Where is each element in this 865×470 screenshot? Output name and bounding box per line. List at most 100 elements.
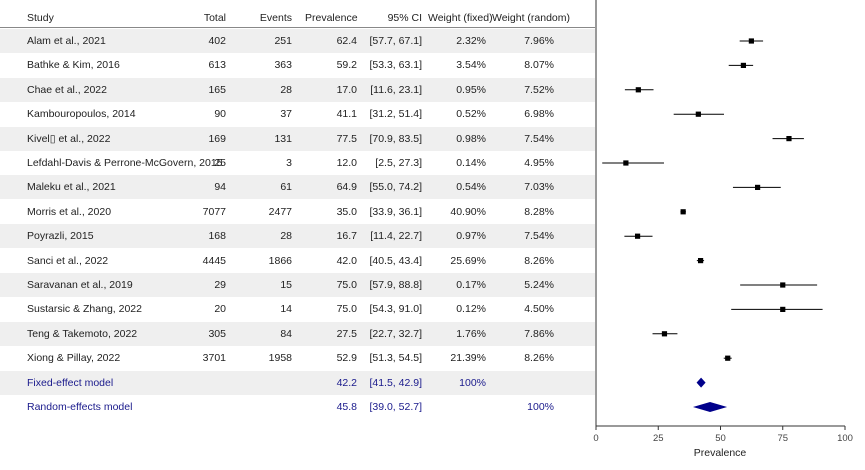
cell-events: 2477 — [268, 205, 292, 218]
cell-study: Kambouropoulos, 2014 — [27, 108, 136, 121]
cell-ci: [55.0, 74.2] — [369, 181, 422, 194]
cell-prev: 17.0 — [336, 83, 357, 96]
cell-prev: 42.0 — [336, 254, 357, 267]
cell-total: 305 — [208, 327, 226, 340]
cell-events: 14 — [280, 303, 292, 316]
cell-total: 90 — [214, 108, 226, 121]
cell-study: Sanci et al., 2022 — [27, 254, 109, 267]
cell-prev: 64.9 — [336, 181, 357, 194]
cell-total: 20 — [214, 303, 226, 316]
study-point — [725, 355, 731, 361]
study-point — [755, 184, 761, 190]
table-row: Alam et al., 2021 402 251 62.4 [57.7, 67.1] 2… — [0, 29, 595, 53]
cell-prev: 35.0 — [336, 205, 357, 218]
cell-total: 165 — [208, 83, 226, 96]
header-weight-fixed: Weight (fixed) — [428, 12, 493, 24]
x-tick-label: 0 — [593, 433, 598, 444]
cell-wr: 7.52% — [524, 83, 554, 96]
cell-events: 251 — [274, 35, 292, 47]
study-point — [635, 87, 641, 93]
cell-ci: [40.5, 43.4] — [369, 254, 422, 267]
cell-wr: 6.98% — [524, 108, 554, 121]
cell-prev: 27.5 — [336, 327, 357, 340]
cell-wf: 0.14% — [456, 157, 486, 169]
table-row: Morris et al., 2020 7077 2477 35.0 [33.9, 36… — [0, 200, 595, 224]
study-point — [780, 306, 786, 312]
table-row: Poyrazli, 2015 168 28 16.7 [11.4, 22.7] 0.97%… — [0, 224, 595, 249]
cell-ci: [31.2, 51.4] — [369, 108, 422, 121]
table-row: Sanci et al., 2022 4445 1866 42.0 [40.5, 43.… — [0, 249, 595, 273]
cell-wr: 8.26% — [524, 254, 554, 267]
cell-prev: 59.2 — [336, 59, 357, 72]
x-tick-label: 25 — [653, 433, 664, 444]
table-row: Maleku et al., 2021 94 61 64.9 [55.0, 74.2] 0… — [0, 175, 595, 200]
cell-wr: 8.28% — [524, 205, 554, 218]
cell-prev: 41.1 — [336, 108, 357, 121]
cell-ci: [41.5, 42.9] — [369, 376, 422, 389]
cell-wf: 3.54% — [456, 59, 486, 72]
header-events: Events — [259, 12, 292, 24]
cell-wf: 0.97% — [456, 230, 486, 243]
pooled-diamond — [696, 377, 706, 388]
table-row: Lefdahl-Davis & Perrone-McGovern, 2015 25… — [0, 151, 595, 175]
cell-wf: 0.52% — [456, 108, 486, 121]
study-point — [695, 111, 701, 117]
cell-study: Bathke & Kim, 2016 — [27, 59, 120, 72]
cell-wf: 0.17% — [456, 279, 486, 291]
cell-events: 28 — [280, 83, 292, 96]
cell-total: 4445 — [202, 254, 226, 267]
cell-ci: [11.4, 22.7] — [370, 230, 422, 243]
cell-wf: 0.12% — [456, 303, 486, 316]
cell-events: 1958 — [268, 352, 292, 365]
table-row: Saravanan et al., 2019 29 15 75.0 [57.9, 88.… — [0, 273, 595, 297]
study-point — [697, 258, 704, 264]
cell-wf: 100% — [459, 376, 486, 389]
cell-prev: 12.0 — [336, 157, 357, 169]
cell-ci: [22.7, 32.7] — [369, 327, 422, 340]
cell-ci: [57.7, 67.1] — [369, 35, 422, 47]
x-tick-label: 100 — [837, 433, 853, 444]
cell-wr: 4.50% — [524, 303, 554, 316]
study-point — [740, 62, 747, 68]
cell-wr: 5.24% — [524, 279, 554, 291]
x-axis-label: Prevalence — [694, 447, 747, 459]
cell-ci: [53.3, 63.1] — [369, 59, 422, 72]
cell-study: Morris et al., 2020 — [27, 205, 112, 218]
cell-prev: 75.0 — [336, 303, 357, 316]
cell-wr: 7.96% — [524, 35, 554, 47]
cell-study: Maleku et al., 2021 — [27, 181, 116, 194]
cell-ci: [2.5, 27.3] — [375, 157, 422, 169]
cell-events: 84 — [280, 327, 292, 340]
table-row: Sustarsic & Zhang, 2022 20 14 75.0 [54.3, 91… — [0, 297, 595, 321]
header-total: Total — [203, 12, 226, 24]
table-row: Kivel▯ et al., 2022 169 131 77.5 [70.9, 83.5… — [0, 126, 595, 151]
cell-study: Poyrazli, 2015 — [27, 230, 94, 243]
cell-total: 3701 — [202, 352, 226, 365]
cell-ci: [70.9, 83.5] — [369, 132, 422, 145]
header-weight-random: Weight (random) — [492, 12, 571, 24]
cell-wf: 0.54% — [456, 181, 486, 194]
study-point — [780, 282, 786, 288]
cell-ci: [51.3, 54.5] — [369, 352, 422, 365]
cell-wr: 100% — [527, 401, 554, 413]
cell-total: 7077 — [202, 205, 226, 218]
cell-study: Teng & Takemoto, 2022 — [27, 327, 138, 340]
cell-events: 131 — [274, 132, 292, 145]
cell-events: 15 — [280, 279, 292, 291]
study-point — [786, 136, 792, 142]
cell-study: Saravanan et al., 2019 — [27, 279, 133, 291]
cell-ci: [39.0, 52.7] — [369, 401, 422, 413]
header-prevalence: Prevalence — [305, 12, 358, 24]
summary-row: Random-effects model 45.8 [39.0, 52.7] 100% — [0, 395, 595, 419]
cell-wf: 25.69% — [450, 254, 486, 267]
cell-total: 169 — [208, 132, 226, 145]
cell-total: 168 — [208, 230, 226, 243]
cell-study: Xiong & Pillay, 2022 — [27, 352, 121, 365]
cell-study: Chae et al., 2022 — [27, 83, 107, 96]
table-row: Kambouropoulos, 2014 90 37 41.1 [31.2, 51.4]… — [0, 102, 595, 126]
study-point — [634, 233, 641, 239]
study-point — [748, 38, 754, 44]
cell-prev: 52.9 — [336, 352, 357, 365]
cell-wr: 7.86% — [524, 327, 554, 340]
cell-wr: 8.26% — [524, 352, 554, 365]
